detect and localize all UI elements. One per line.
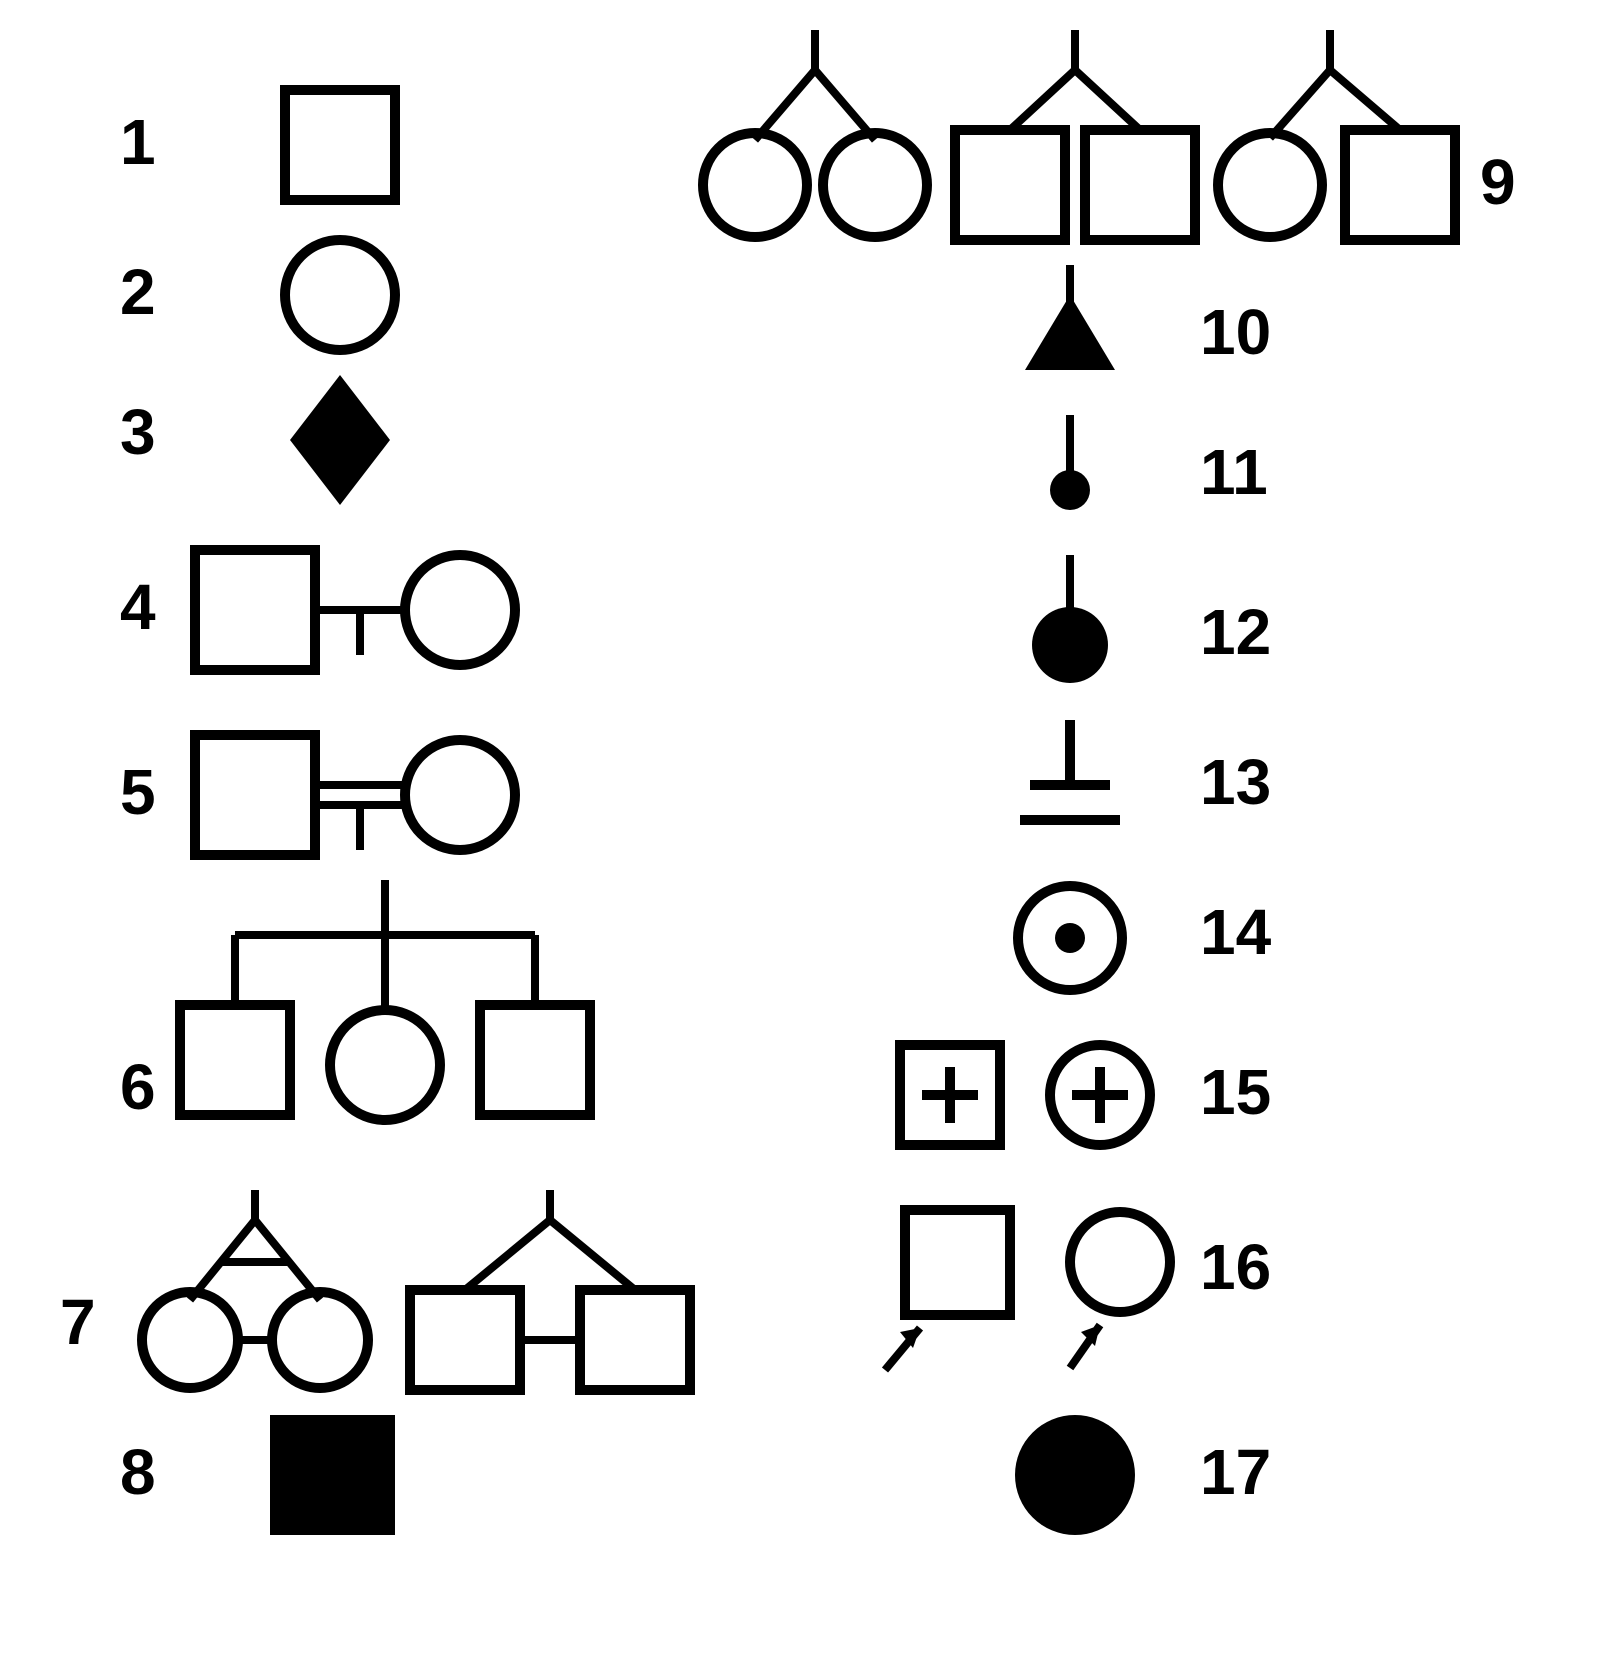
proband-pair-icon (895, 1200, 1195, 1370)
miscarriage-dot-icon (1040, 415, 1100, 515)
male-symbol-icon (280, 85, 400, 205)
label-3: 3 (120, 400, 156, 464)
stillbirth-dot-icon (1025, 555, 1115, 685)
carrier-female-icon (1012, 880, 1128, 996)
sibship-icon (175, 880, 615, 1140)
no-offspring-icon (1020, 720, 1120, 830)
dizygotic-row-icon (700, 30, 1480, 240)
label-4: 4 (120, 575, 156, 639)
consanguineous-pair-icon (190, 730, 530, 890)
mating-pair-icon (190, 545, 530, 695)
label-8: 8 (120, 1440, 156, 1504)
label-13: 13 (1200, 750, 1271, 814)
female-symbol-icon (280, 235, 400, 355)
label-10: 10 (1200, 300, 1271, 364)
label-15: 15 (1200, 1060, 1271, 1124)
label-14: 14 (1200, 900, 1271, 964)
label-16: 16 (1200, 1235, 1271, 1299)
label-6: 6 (120, 1055, 156, 1119)
abortion-triangle-icon (1020, 265, 1120, 375)
label-1: 1 (120, 110, 156, 174)
label-9: 9 (1480, 150, 1516, 214)
label-17: 17 (1200, 1440, 1271, 1504)
label-11: 11 (1200, 440, 1268, 504)
label-2: 2 (120, 260, 156, 324)
twins-icon (130, 1190, 710, 1390)
label-5: 5 (120, 760, 156, 824)
diamond-filled-icon (280, 375, 400, 505)
label-7: 7 (60, 1290, 96, 1354)
affected-male-icon (270, 1415, 400, 1545)
label-12: 12 (1200, 600, 1271, 664)
affected-female-icon (1010, 1410, 1140, 1540)
plus-pair-icon (895, 1035, 1175, 1155)
